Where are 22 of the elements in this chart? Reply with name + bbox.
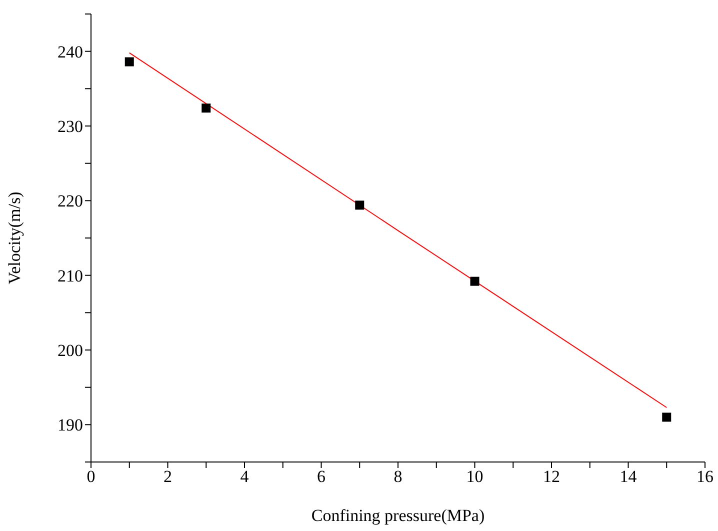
x-tick-label: 4 bbox=[240, 467, 250, 486]
x-tick-label: 8 bbox=[394, 467, 402, 486]
y-tick-label: 190 bbox=[58, 416, 83, 435]
point bbox=[662, 412, 672, 422]
x-tick-label: 12 bbox=[543, 467, 560, 486]
y-axis-title: Velocity(m/s) bbox=[5, 192, 24, 284]
point bbox=[355, 200, 364, 210]
point bbox=[202, 104, 211, 113]
x-tick-label: 14 bbox=[620, 467, 638, 486]
y-tick-label: 200 bbox=[58, 341, 83, 360]
x-tick-label: 16 bbox=[696, 467, 714, 486]
y-tick-label: 220 bbox=[58, 192, 83, 211]
x-tick-label: 0 bbox=[86, 467, 96, 486]
x-axis-title: Confining pressure(MPa) bbox=[311, 506, 485, 525]
y-tick-label: 210 bbox=[58, 266, 83, 286]
x-tick-label: 2 bbox=[164, 467, 172, 486]
point bbox=[470, 276, 480, 286]
point bbox=[124, 57, 134, 66]
y-tick-label: 230 bbox=[58, 117, 83, 136]
y-tick-label: 240 bbox=[58, 42, 83, 62]
x-tick-label: 10 bbox=[466, 467, 484, 486]
x-tick-label: 6 bbox=[317, 467, 326, 486]
